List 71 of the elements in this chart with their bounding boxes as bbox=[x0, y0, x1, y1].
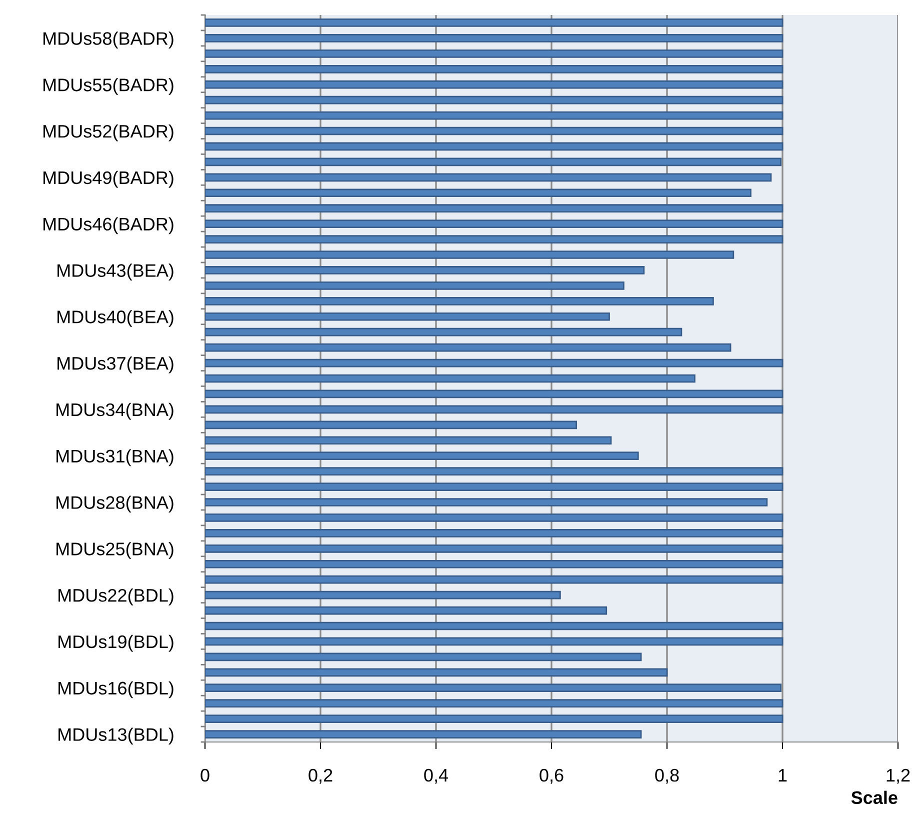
bar bbox=[205, 390, 784, 398]
bar bbox=[205, 266, 645, 274]
bar bbox=[205, 188, 752, 198]
bar bbox=[205, 220, 784, 228]
y-tick-label: MDUs16(BDL) bbox=[58, 681, 174, 698]
bar bbox=[205, 173, 772, 182]
bar bbox=[205, 436, 612, 445]
bar bbox=[205, 637, 784, 646]
x-axis-title: Scale bbox=[851, 790, 898, 804]
bar bbox=[205, 312, 610, 321]
bar bbox=[205, 296, 714, 306]
y-tick-label: MDUs31(BNA) bbox=[56, 449, 174, 466]
y-tick-label: MDUs13(BDL) bbox=[58, 728, 174, 745]
x-tick-label: 0,8 bbox=[655, 768, 679, 784]
bar bbox=[205, 235, 784, 244]
bar bbox=[205, 560, 784, 568]
bar bbox=[205, 64, 784, 74]
bar bbox=[205, 529, 784, 538]
bar bbox=[205, 158, 782, 166]
x-tick-label: 0,2 bbox=[308, 768, 332, 784]
bar bbox=[205, 544, 784, 553]
bar bbox=[205, 699, 784, 708]
y-tick-label: MDUs25(BNA) bbox=[56, 542, 174, 559]
bar bbox=[205, 514, 784, 522]
bar bbox=[205, 142, 784, 151]
bar bbox=[205, 111, 784, 120]
bar bbox=[205, 96, 784, 104]
x-tick-label: 0,4 bbox=[424, 768, 448, 784]
bar bbox=[205, 405, 784, 414]
y-tick-label: MDUs55(BADR) bbox=[44, 78, 174, 95]
x-tick-label: 0 bbox=[200, 768, 210, 782]
bar bbox=[205, 452, 639, 460]
y-tick-label: MDUs49(BADR) bbox=[44, 170, 174, 188]
y-tick-label: MDUs46(BADR) bbox=[44, 217, 174, 234]
y-tick-label: MDUs34(BNA) bbox=[56, 402, 174, 420]
bar bbox=[205, 684, 782, 692]
bar bbox=[205, 622, 784, 630]
y-tick-label: MDUs19(BDL) bbox=[58, 634, 174, 652]
bar bbox=[205, 575, 784, 584]
bar bbox=[205, 420, 578, 430]
y-tick-label: MDUs37(BEA) bbox=[58, 356, 174, 374]
bar bbox=[205, 590, 561, 600]
y-tick-label: MDUs40(BEA) bbox=[58, 310, 174, 327]
bar bbox=[205, 467, 784, 476]
bar bbox=[205, 668, 668, 677]
y-tick-label: MDUs28(BNA) bbox=[56, 496, 174, 513]
bar bbox=[205, 49, 784, 58]
x-tick-label: 1 bbox=[778, 769, 787, 782]
bar bbox=[205, 714, 784, 723]
bar bbox=[205, 18, 784, 27]
bar bbox=[205, 652, 642, 662]
y-tick-label: MDUs52(BADR) bbox=[44, 124, 174, 142]
bar bbox=[205, 204, 784, 213]
x-tick-label: 1,2 bbox=[886, 768, 910, 784]
x-tick-label: 0,6 bbox=[540, 768, 564, 784]
bar bbox=[205, 34, 784, 42]
bar bbox=[205, 282, 624, 290]
bar bbox=[205, 80, 784, 89]
y-tick-label: MDUs58(BADR) bbox=[44, 32, 174, 48]
bar bbox=[205, 498, 768, 506]
bar bbox=[205, 328, 682, 336]
bar bbox=[205, 374, 696, 383]
bar bbox=[205, 606, 608, 615]
y-tick-label: MDUs43(BEA) bbox=[58, 264, 174, 281]
y-tick-label: MDUs22(BDL) bbox=[58, 588, 174, 606]
bar bbox=[205, 250, 734, 259]
bar bbox=[205, 343, 732, 352]
bar bbox=[205, 730, 642, 738]
bar bbox=[205, 358, 784, 368]
bar bbox=[205, 126, 784, 136]
bar bbox=[205, 482, 784, 491]
